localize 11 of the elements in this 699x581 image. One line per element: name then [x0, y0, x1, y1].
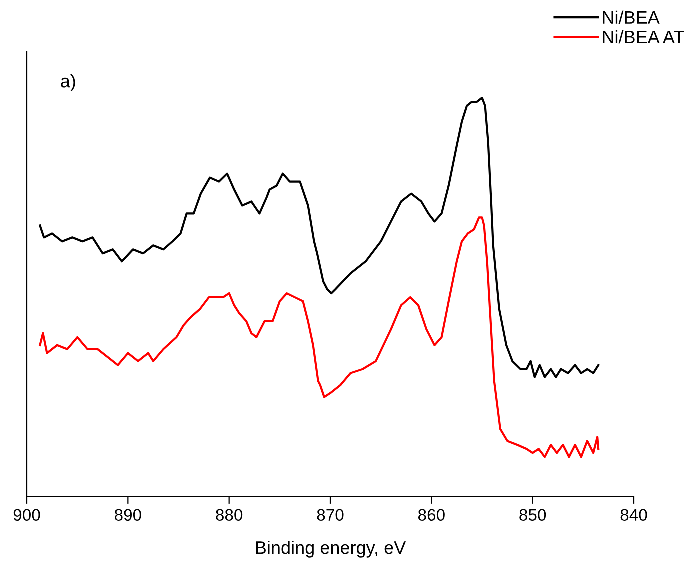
x-tick-label: 850 [520, 509, 546, 522]
x-tick-label: 900 [14, 509, 40, 522]
x-tick-label: 860 [418, 509, 445, 522]
x-axis-title: Binding energy, eV [256, 541, 406, 558]
x-tick-label: 880 [216, 509, 243, 522]
legend-label: Ni/BEA [603, 10, 660, 24]
text: a) [61, 74, 76, 92]
x-tick-label: 890 [114, 509, 142, 522]
x-tick-label: 840 [620, 509, 648, 522]
legend-label: Ni/BEA AT [603, 30, 684, 44]
x-tick-label: 870 [317, 509, 344, 522]
